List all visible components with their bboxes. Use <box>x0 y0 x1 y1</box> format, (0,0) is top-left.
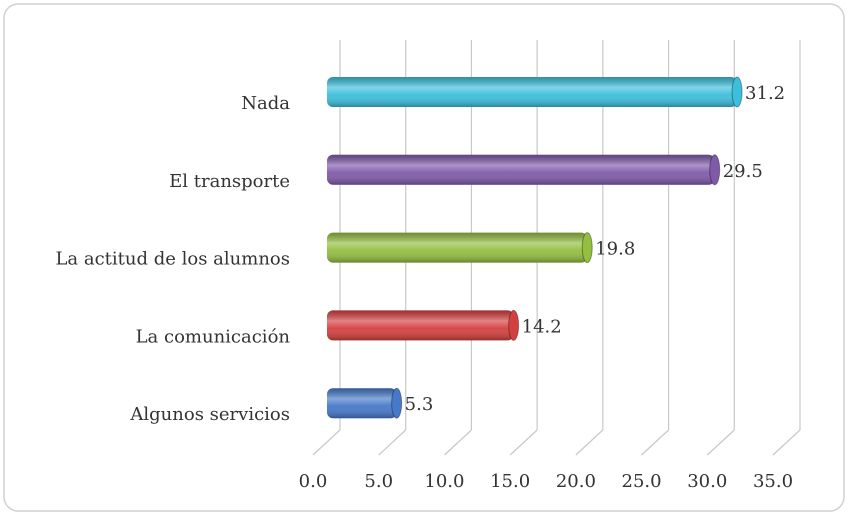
data-label: 31.2 <box>745 83 785 104</box>
bar-shading <box>327 232 588 263</box>
bar-cap <box>709 154 721 186</box>
x-tick-label: 30.0 <box>687 471 727 492</box>
grid-line <box>444 429 472 456</box>
grid-line <box>378 429 407 456</box>
grid-line <box>575 429 604 456</box>
grid-line <box>772 429 801 456</box>
y-tick-label: La actitud de los alumnos <box>55 249 290 270</box>
x-tick-label: 25.0 <box>622 471 662 492</box>
bar-shading <box>327 310 514 341</box>
y-tick-label: Algunos servicios <box>129 404 290 425</box>
y-tick-label: El transporte <box>169 171 290 192</box>
data-label: 5.3 <box>405 394 434 415</box>
bar-cap <box>391 387 403 419</box>
x-tick-label: 15.0 <box>490 471 530 492</box>
x-tick-label: 10.0 <box>424 471 464 492</box>
data-label: 29.5 <box>723 161 763 182</box>
x-tick-label: 5.0 <box>364 471 393 492</box>
bar-shading <box>327 154 715 185</box>
data-label: 19.8 <box>595 239 635 260</box>
grid-line <box>641 429 669 456</box>
y-tick-label: La comunicación <box>136 326 291 347</box>
x-tick-label: 35.0 <box>753 471 793 492</box>
grid-line <box>706 429 735 456</box>
y-tick-label: Nada <box>241 93 290 114</box>
data-label: 14.2 <box>522 316 562 337</box>
bar-cap <box>581 232 593 264</box>
bar-shading <box>327 388 397 419</box>
x-tick-label: 20.0 <box>556 471 596 492</box>
bar-cap <box>731 76 743 108</box>
bar-cap <box>508 309 520 341</box>
x-tick-label: 0.0 <box>299 471 328 492</box>
grid-line <box>312 429 341 456</box>
grid-line <box>509 429 538 456</box>
bar-shading <box>327 77 738 107</box>
